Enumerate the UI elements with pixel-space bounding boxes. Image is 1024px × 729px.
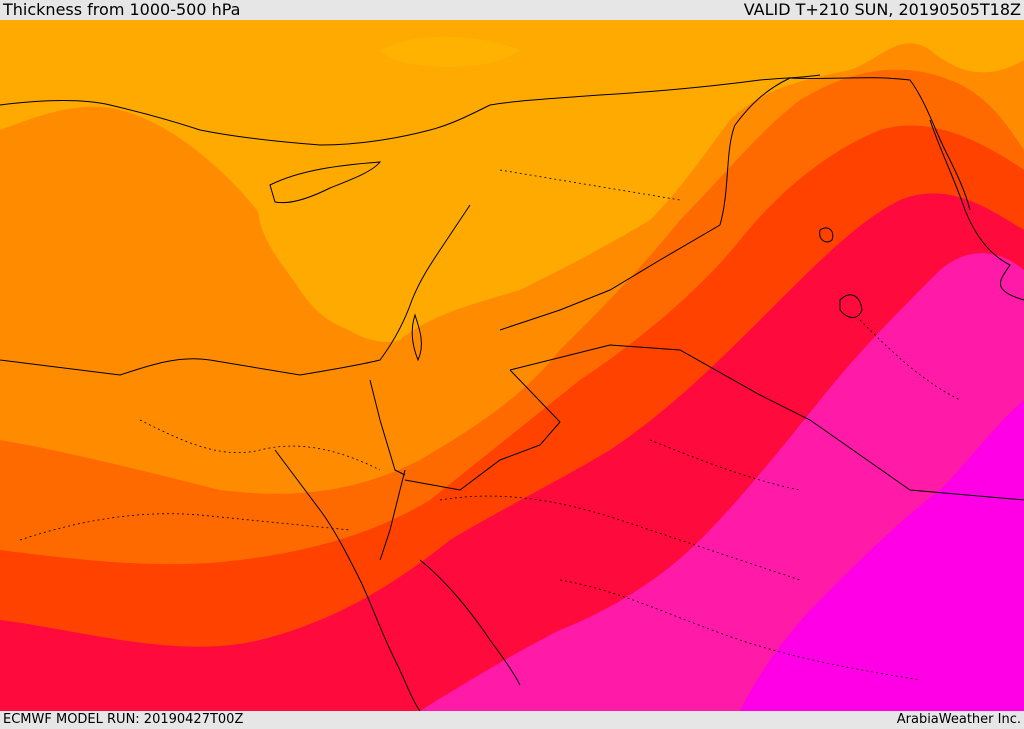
band-cyprus-light bbox=[258, 162, 487, 333]
footer-bar: ECMWF MODEL RUN: 20190427T00Z ArabiaWeat… bbox=[0, 711, 1024, 729]
red-sea-west bbox=[359, 579, 421, 711]
country-borders bbox=[369, 74, 1024, 501]
province-line-6 bbox=[649, 439, 801, 491]
province-borders bbox=[19, 169, 961, 681]
province-line-2 bbox=[19, 513, 351, 541]
province-line-4 bbox=[499, 169, 681, 201]
valid-time-label: VALID T+210 SUN, 20190505T18Z bbox=[743, 0, 1021, 19]
province-line-3 bbox=[439, 495, 801, 581]
header-bar: Thickness from 1000-500 hPa VALID T+210 … bbox=[0, 0, 1024, 20]
bahrain-outline bbox=[819, 227, 834, 243]
cyprus-outline bbox=[269, 161, 382, 204]
band-north-warm bbox=[0, 20, 1024, 342]
coastlines bbox=[0, 99, 1024, 711]
model-run-label: ECMWF MODEL RUN: 20190427T00Z bbox=[3, 712, 244, 727]
egypt-saudi-line bbox=[404, 369, 561, 491]
jordan-iraq-border bbox=[499, 224, 721, 331]
syria-turkey-border bbox=[489, 74, 821, 106]
province-line-1 bbox=[139, 419, 381, 471]
qatar-outline bbox=[839, 294, 863, 318]
province-line-5 bbox=[559, 579, 921, 681]
persian-gulf-coast bbox=[929, 119, 1024, 301]
turkey-south-coast bbox=[0, 99, 491, 146]
band-north-light bbox=[380, 36, 520, 67]
egypt-border bbox=[369, 379, 406, 476]
map-title: Thickness from 1000-500 hPa bbox=[3, 0, 241, 19]
saudi-jordan-border bbox=[509, 344, 1024, 501]
thickness-map[interactable] bbox=[0, 20, 1024, 711]
band-magenta bbox=[740, 400, 1024, 711]
red-sea-east bbox=[419, 559, 521, 686]
credit-label: ArabiaWeather Inc. bbox=[896, 712, 1021, 727]
dead-sea bbox=[411, 313, 422, 362]
sinai-gulf-aqaba bbox=[379, 469, 406, 561]
thickness-bands bbox=[0, 20, 1024, 711]
mediterranean-coast bbox=[0, 204, 471, 376]
iraq-iran-border bbox=[789, 77, 971, 211]
sinai-gulf-suez bbox=[274, 449, 361, 581]
iraq-border bbox=[719, 77, 791, 226]
